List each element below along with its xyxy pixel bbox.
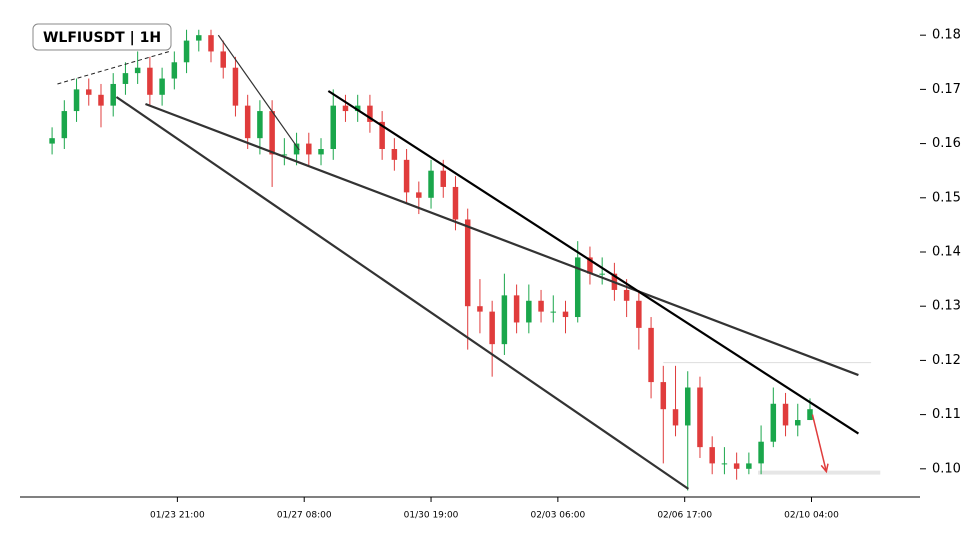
trend-line <box>145 102 859 377</box>
candle-body <box>367 105 373 122</box>
y-tick-label: 0.18 <box>932 28 961 43</box>
candle-body <box>721 463 728 465</box>
candle-body <box>452 186 459 220</box>
candle-body <box>697 387 703 448</box>
candle-body <box>550 311 557 313</box>
candle-body <box>403 159 410 193</box>
candle-body <box>61 111 68 139</box>
candle-body <box>330 105 336 150</box>
candle-body <box>244 105 251 139</box>
candle-body <box>770 403 777 442</box>
x-tick-label: 01/27 08:00 <box>277 511 332 521</box>
y-tick-label: 0.13 <box>932 299 961 314</box>
chart-title: WLFIUSDT | 1H <box>43 30 161 46</box>
candle-body <box>636 300 642 328</box>
candle-body <box>746 463 752 469</box>
candle-body <box>391 149 398 160</box>
y-tick-label: 0.16 <box>932 136 961 151</box>
candle-body <box>318 149 324 155</box>
candle-body <box>49 138 55 144</box>
candle-body <box>98 94 104 106</box>
candle-body <box>795 420 801 426</box>
candle-body <box>501 295 508 345</box>
candle-body <box>342 105 349 112</box>
trend-line <box>217 34 300 151</box>
candle-body <box>293 143 300 155</box>
candle-body <box>159 78 165 95</box>
candle-body <box>574 257 581 318</box>
candle-body <box>660 382 667 410</box>
candle-body <box>684 387 691 426</box>
y-tick-label: 0.11 <box>932 407 961 422</box>
candle-body <box>134 67 141 74</box>
trend-line <box>115 96 689 490</box>
x-tick-label: 01/23 21:00 <box>150 511 205 521</box>
candle-body <box>220 51 226 68</box>
x-tick-label: 02/06 17:00 <box>657 511 712 521</box>
candle-body <box>526 300 532 323</box>
x-tick-label: 02/03 06:00 <box>530 511 585 521</box>
candle-body <box>477 306 483 312</box>
candle-body <box>73 89 80 112</box>
candle-body <box>416 192 422 198</box>
candle-body <box>709 447 715 464</box>
candle-body <box>648 327 654 383</box>
candle-body <box>306 143 312 155</box>
candle-body <box>464 219 471 307</box>
candle-body <box>86 89 92 95</box>
candle-body <box>354 105 361 112</box>
candle-body <box>562 311 569 318</box>
y-tick-label: 0.15 <box>932 190 961 205</box>
candle-body <box>623 289 630 301</box>
trend-line <box>327 90 860 435</box>
candle-body <box>440 170 447 187</box>
candle-body <box>599 273 605 275</box>
candle-body <box>782 403 789 426</box>
candle-body <box>269 111 275 155</box>
candle-body <box>489 311 495 345</box>
x-tick-label: 01/30 19:00 <box>404 511 459 521</box>
candle-body <box>171 62 178 79</box>
y-tick-label: 0.12 <box>932 353 961 368</box>
candle-body <box>538 300 544 312</box>
candle-body <box>428 170 434 198</box>
y-tick-label: 0.17 <box>932 82 961 97</box>
candle-body <box>208 35 214 52</box>
candle-body <box>147 67 153 95</box>
title-box <box>32 23 172 51</box>
candle-body <box>587 257 593 274</box>
arrow-head <box>820 463 829 474</box>
forecast-arrow <box>811 414 828 472</box>
candle-body <box>196 35 202 41</box>
x-tick-label: 02/10 04:00 <box>784 511 839 521</box>
candle-body <box>807 409 813 421</box>
trend-line <box>57 50 172 85</box>
candle-body <box>281 154 288 156</box>
candle-body <box>257 111 263 139</box>
y-tick-label: 0.10 <box>932 461 961 476</box>
candle-body <box>122 73 129 84</box>
candle-body <box>183 40 190 63</box>
candle-body <box>513 295 520 323</box>
candle-body <box>733 463 740 469</box>
y-tick-label: 0.14 <box>932 244 961 259</box>
candle-body <box>379 121 385 150</box>
candle-body <box>232 67 239 106</box>
candle-body <box>110 83 116 106</box>
candle-body <box>672 409 679 426</box>
candle-body <box>758 441 764 464</box>
